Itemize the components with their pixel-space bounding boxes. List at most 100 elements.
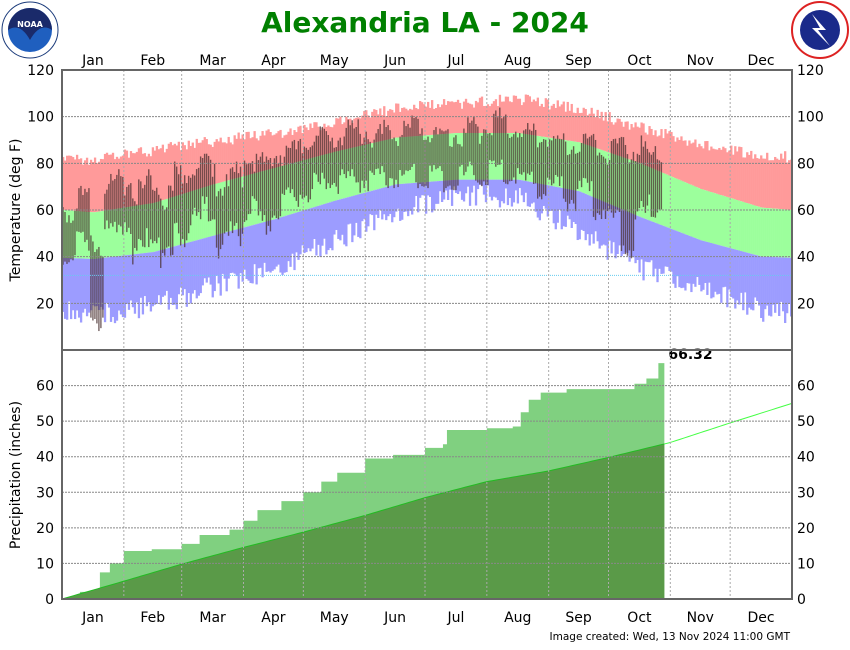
record-high-bar [698,143,701,189]
record-low-bar [700,240,703,292]
record-low-bar [580,192,583,230]
record-high-bar [247,131,250,175]
record-low-bar [508,179,512,198]
observed-temp-bar [72,220,74,261]
record-high-bar [572,112,575,142]
record-low-bar [271,219,274,271]
record-low-bar [317,205,320,245]
record-high-bar [692,142,695,186]
record-high-bar [676,137,679,179]
record-high-bar [223,142,226,182]
temp-tick-right: 80 [797,156,815,172]
noaa-logo: NOAA [1,1,59,59]
record-low-bar [277,218,280,265]
record-high-bar [339,116,342,151]
normal-range-bar [205,186,208,238]
record-high-bar [606,121,609,152]
record-low-bar [377,189,380,218]
observed-temp-bar [485,129,487,186]
month-label-bottom: Apr [261,610,285,626]
record-low-bar [393,184,396,218]
record-low-bar [658,224,661,269]
observed-temp-bar [187,175,190,234]
observed-temp-bar [371,147,373,173]
observed-temp-bar [277,163,280,220]
record-low-bar [397,184,400,209]
observed-temp-bar [441,130,443,172]
observed-temp-bar [130,183,132,234]
temp-tick-right: 60 [797,203,815,219]
record-low-bar [305,209,308,253]
record-high-bar [73,159,77,211]
record-high-bar [377,114,380,142]
record-low-bar [283,216,286,273]
record-high-bar [730,145,733,199]
observed-temp-bar [84,188,86,243]
normal-range-bar [738,200,741,251]
record-high-bar [674,141,677,179]
record-low-bar [385,187,388,221]
month-label-bottom: Jan [81,610,104,626]
record-high-bar [738,146,741,201]
observed-temp-bar [525,129,527,181]
record-low-bar [111,256,115,317]
observed-temp-bar [237,173,240,237]
record-low-bar [117,256,121,311]
observed-temp-bar [329,141,331,189]
observed-temp-bar [513,134,515,178]
record-high-bar [195,138,198,190]
normal-range-bar [347,148,350,198]
record-low-bar [780,257,783,302]
normal-range-bar [778,208,781,258]
record-high-bar [177,141,180,196]
record-high-bar [762,158,765,208]
precip-tick-left: 50 [36,414,54,430]
month-label-bottom: Aug [504,610,531,626]
record-low-bar [724,246,727,287]
record-low-bar [67,258,71,302]
observed-temp-bar [160,198,162,268]
record-high-bar [568,110,571,141]
record-high-bar [626,121,629,159]
record-low-bar [109,257,113,322]
record-low-bar [357,194,360,237]
normal-range-bar [79,211,83,259]
record-low-bar [698,239,701,285]
observed-temp-bar [644,141,647,213]
record-low-bar [285,215,288,273]
record-low-bar [129,254,133,301]
observed-temp-bar [142,188,144,247]
record-low-bar [359,193,362,239]
observed-temp-bar [203,153,206,204]
record-high-bar [470,104,474,133]
record-low-bar [736,249,739,301]
record-low-bar [427,181,430,196]
record-low-bar [263,222,266,263]
observed-temp-bar [660,162,663,210]
record-low-bar [458,179,462,192]
record-high-bar [452,102,456,134]
normal-range-bar [351,147,354,197]
record-low-bar [768,256,771,316]
normal-range-bar [670,176,673,229]
record-low-bar [666,227,669,267]
record-low-bar [419,182,422,198]
observed-temp-bar [138,179,140,239]
observed-temp-bar [104,193,106,230]
record-low-bar [131,254,135,308]
month-label-bottom: Oct [627,610,652,626]
record-high-bar [702,148,705,190]
record-low-bar [694,238,697,287]
record-high-bar [712,148,715,193]
observed-temp-bar [533,123,535,184]
record-high-bar [552,103,555,139]
record-low-bar [145,252,149,307]
record-high-bar [93,157,97,213]
observed-temp-bar [523,130,525,173]
record-low-bar [436,181,440,204]
record-high-bar [608,112,611,153]
record-low-bar [690,236,693,293]
observed-temp-bar [369,141,371,171]
observed-temp-bar [365,131,367,181]
record-high-bar [528,96,532,135]
